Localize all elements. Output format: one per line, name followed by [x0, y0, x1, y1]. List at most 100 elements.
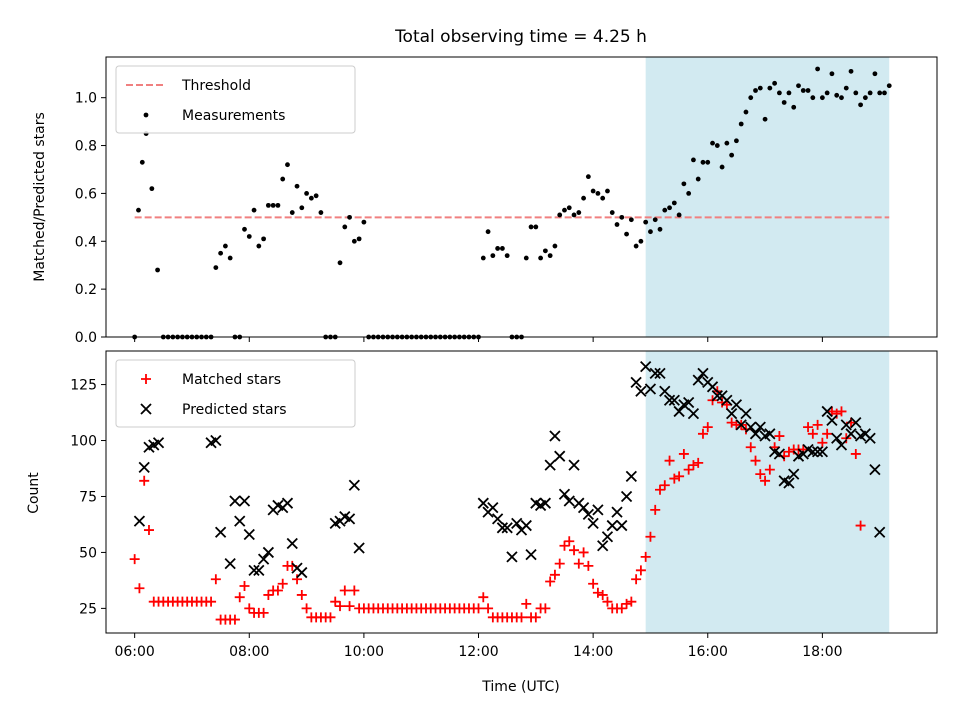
data-point [318, 210, 324, 215]
data-point [597, 540, 609, 552]
data-point [133, 515, 146, 527]
y-tick-label: 25 [79, 601, 97, 617]
data-point [631, 574, 642, 585]
y-tick-label: 50 [79, 545, 97, 561]
data-point [272, 585, 283, 596]
data-point [616, 519, 628, 532]
data-point [275, 202, 281, 208]
data-point [862, 95, 868, 101]
data-point [552, 243, 558, 249]
bottom-y-axis-label: Count [26, 472, 42, 514]
data-point [134, 583, 145, 594]
data-point [549, 430, 561, 442]
data-point [592, 504, 604, 516]
data-point [544, 459, 556, 471]
data-point [753, 88, 758, 93]
y-tick-label: 0.6 [75, 186, 97, 202]
data-point [499, 246, 505, 251]
data-point [566, 205, 572, 211]
top-panel: 0.0 0.2 0.4 0.6 0.8 1.0 Matched/Predicted sta… [32, 56, 938, 346]
y-tick-label: 75 [79, 489, 97, 505]
data-point [325, 612, 336, 623]
data-point [786, 90, 792, 96]
data-point [578, 547, 589, 558]
data-point [554, 558, 565, 569]
data-point [654, 367, 666, 380]
legend-marker [143, 112, 149, 118]
data-point [152, 437, 165, 449]
legend-label: Predicted stars [182, 402, 287, 418]
data-point [213, 265, 219, 270]
data-point [528, 224, 534, 230]
data-point [810, 95, 816, 101]
data-point [281, 497, 294, 509]
data-point [602, 596, 613, 607]
data-point [495, 246, 501, 251]
data-point [710, 140, 715, 146]
data-point [886, 83, 892, 89]
data-point [702, 422, 713, 433]
data-point [296, 589, 307, 600]
data-point [619, 214, 625, 220]
data-point [730, 399, 743, 411]
data-point [501, 522, 513, 534]
data-point [645, 531, 656, 542]
data-point [296, 566, 308, 579]
data-point [581, 195, 586, 201]
data-point [638, 238, 644, 244]
top-y-axis-label: Matched/Predicted stars [32, 112, 48, 282]
data-point [674, 471, 685, 482]
data-point [149, 186, 155, 192]
data-point [343, 513, 356, 525]
data-point [234, 515, 246, 527]
data-point [554, 450, 566, 462]
data-point [648, 229, 653, 235]
top-shaded-span [645, 57, 890, 337]
data-point [299, 205, 305, 211]
data-point [351, 238, 357, 244]
data-point [643, 219, 649, 225]
data-point [253, 564, 265, 576]
data-point [563, 495, 575, 507]
data-point [673, 405, 685, 418]
data-point [568, 459, 580, 471]
data-point [330, 596, 341, 607]
data-point [504, 253, 510, 259]
data-point [853, 90, 859, 96]
data-point [611, 506, 623, 518]
series-matched-stars [129, 386, 866, 625]
data-point [620, 490, 633, 503]
data-point [681, 181, 687, 187]
data-point [650, 504, 661, 515]
data-point [601, 531, 614, 543]
x-tick-label: 16:00 [688, 644, 728, 660]
data-point [616, 603, 627, 614]
data-point [791, 104, 797, 110]
data-point [726, 408, 738, 420]
data-point [349, 585, 360, 596]
data-point [781, 100, 787, 105]
data-point [485, 229, 491, 235]
data-point [671, 200, 677, 206]
data-point [569, 545, 580, 556]
bottom-axes-ticks: 25 50 75 100 125 06:00 08:00 10:00 12:00 14:00 16:… [70, 378, 842, 660]
data-point [562, 207, 567, 213]
data-point [559, 540, 570, 551]
x-tick-label: 12:00 [458, 644, 498, 660]
data-point [848, 68, 854, 74]
data-point [688, 460, 699, 471]
data-point [783, 477, 795, 489]
data-point [858, 102, 863, 108]
data-point [605, 188, 610, 194]
top-legend: Threshold Measurements [115, 65, 356, 134]
data-point [678, 448, 689, 459]
legend-label: Matched stars [182, 372, 281, 388]
data-point [796, 83, 801, 89]
y-tick-label: 0.0 [75, 330, 97, 346]
data-point [757, 85, 763, 91]
x-tick-label: 06:00 [114, 644, 154, 660]
data-point [695, 176, 701, 182]
data-point [547, 253, 553, 259]
data-point [577, 502, 590, 514]
data-point [826, 406, 837, 417]
